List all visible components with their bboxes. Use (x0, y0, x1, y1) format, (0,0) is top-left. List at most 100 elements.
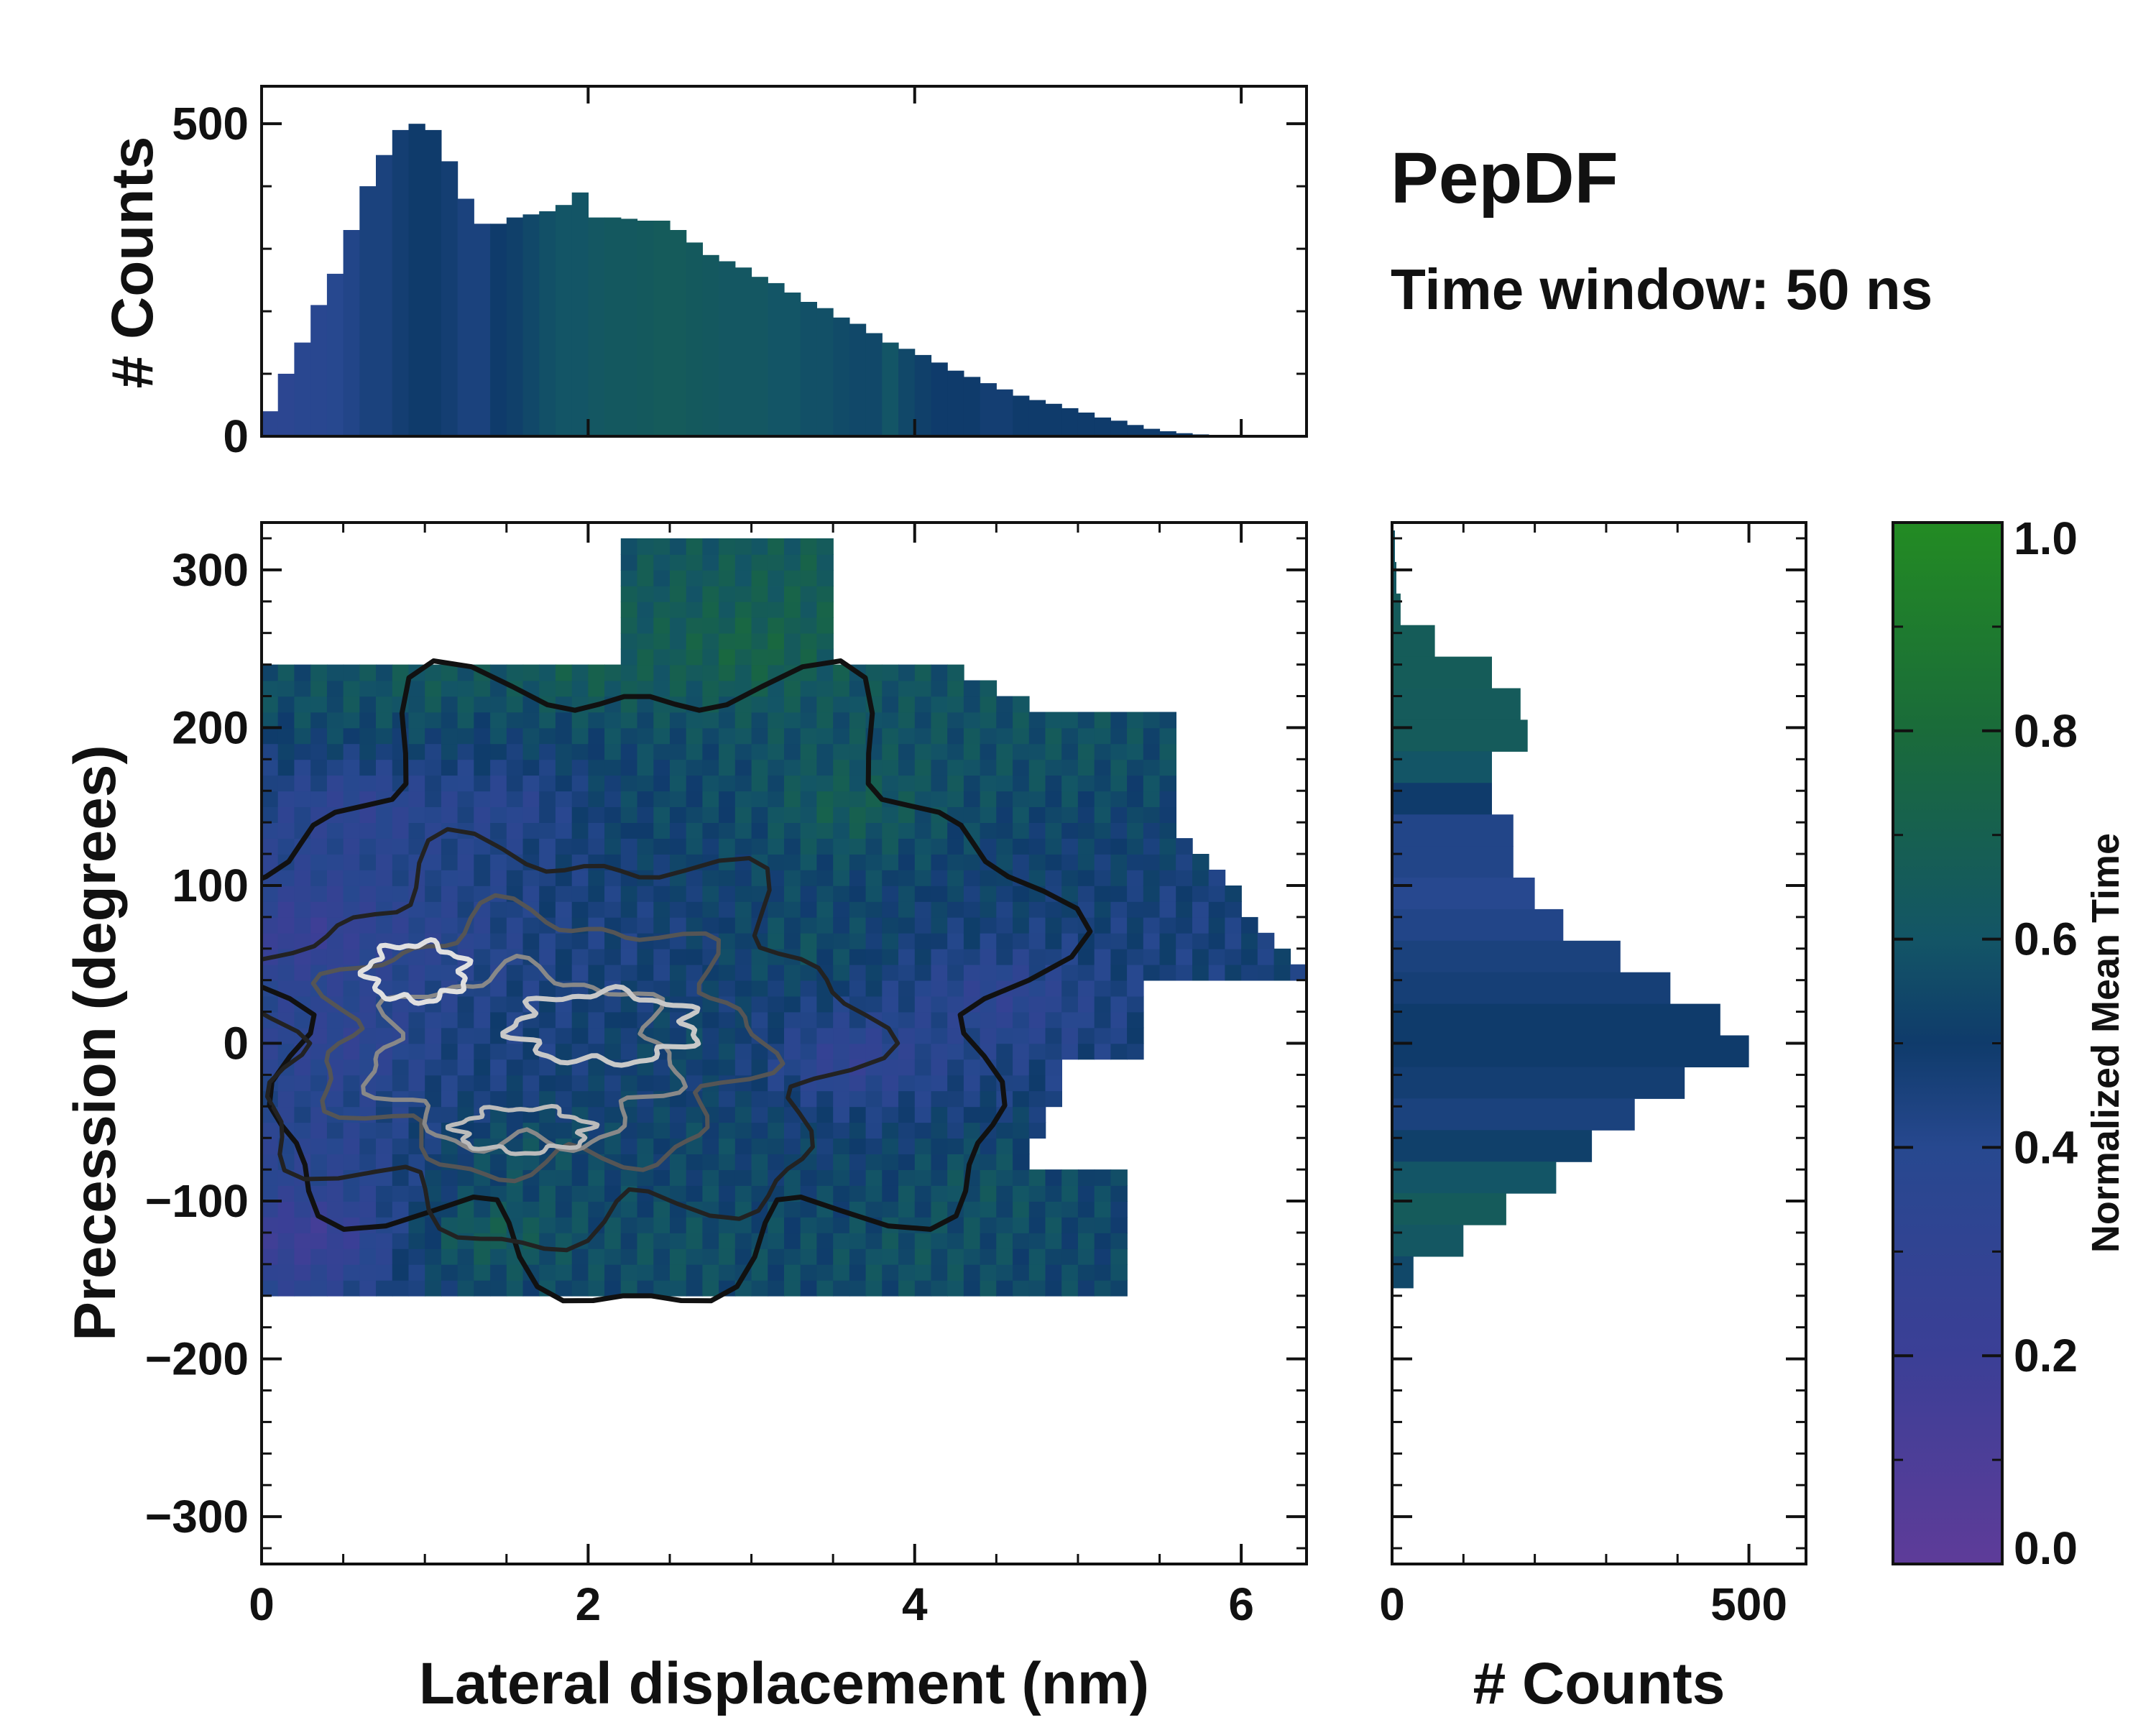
heatmap-cell-313 (376, 759, 393, 776)
heatmap-cell-2156 (1110, 854, 1128, 870)
heatmap-cell-2165 (1110, 712, 1128, 729)
heatmap-cell-1935 (996, 759, 1013, 776)
heatmap-cell-964 (637, 712, 654, 729)
heatmap-cell-681 (539, 1264, 556, 1281)
heatmap-cell-1791 (947, 1169, 964, 1186)
heatmap-cell-2140 (1110, 1217, 1128, 1233)
heatmap-cell-1974 (1013, 743, 1030, 760)
heatmap-cell-2031 (1045, 932, 1062, 949)
heatmap-cell-1815 (947, 791, 964, 807)
heatmap-cell-1945 (1013, 1201, 1030, 1218)
main-xlabel: Lateral displacement (nm) (419, 1651, 1149, 1716)
heatmap-cell-1213 (719, 569, 736, 586)
main-xtick-label: 4 (902, 1578, 928, 1630)
heatmap-cell-1016 (653, 648, 671, 666)
heatmap-cell-213 (343, 1075, 361, 1092)
heatmap-cell-1552 (849, 1154, 867, 1170)
heatmap-cell-619 (506, 980, 524, 997)
heatmap-cell-1850 (963, 870, 981, 886)
heatmap-cell-1292 (751, 838, 769, 855)
heatmap-cell-1499 (816, 601, 834, 618)
heatmap-cell-1818 (947, 743, 964, 760)
heatmap-cell-281 (376, 1264, 393, 1281)
heatmap-cell-2234 (1192, 916, 1210, 934)
heatmap-cell-916 (620, 712, 638, 729)
heatmap-cell-63 (277, 916, 295, 934)
heatmap-cell-1218 (734, 1248, 752, 1265)
heatmap-cell-1100 (686, 838, 704, 855)
heatmap-cell-233 (343, 759, 361, 776)
top-hist-bar (833, 317, 850, 436)
heatmap-cell-1546 (849, 1248, 867, 1265)
heatmap-cell-2173 (1127, 932, 1144, 949)
heatmap-cell-2007 (1028, 791, 1046, 807)
heatmap-cell-690 (539, 1122, 556, 1139)
heatmap-cell-1057 (670, 759, 687, 776)
heatmap-cell-2040 (1045, 791, 1062, 807)
heatmap-cell-1662 (882, 680, 899, 697)
heatmap-cell-836 (588, 712, 605, 729)
heatmap-cell-1493 (816, 696, 834, 713)
cb-tick-label: 0.4 (2014, 1121, 2078, 1173)
heatmap-cell-1682 (898, 995, 916, 1013)
heatmap-cell-1555 (849, 1106, 867, 1123)
heatmap-cell-1478 (816, 932, 834, 949)
heatmap-cell-202 (343, 1248, 361, 1265)
heatmap-cell-1823 (947, 664, 964, 681)
top-hist-bar (849, 323, 867, 436)
heatmap-cell-781 (571, 948, 589, 965)
heatmap-cell-1943 (1013, 1233, 1030, 1249)
heatmap-cell-1805 (947, 948, 964, 965)
heatmap-cell-997 (653, 948, 671, 965)
heatmap-cell-1551 (849, 1169, 867, 1186)
heatmap-cell-1862 (963, 680, 981, 697)
heatmap-cell-596 (490, 712, 507, 729)
heatmap-cell-880 (620, 1279, 638, 1297)
heatmap-cell-1343 (768, 791, 785, 807)
heatmap-cell-1783 (931, 664, 948, 681)
heatmap-cell-41 (277, 1264, 295, 1281)
heatmap-cell-691 (539, 1106, 556, 1123)
heatmap-cell-1004 (653, 838, 671, 855)
cb-tick-label: 0.0 (2014, 1522, 2078, 1574)
heatmap-cell-1759 (931, 1043, 948, 1060)
heatmap-cell-1593 (865, 1138, 883, 1154)
heatmap-cell-1334 (768, 932, 785, 949)
heatmap-cell-293 (376, 1075, 393, 1092)
heatmap-cell-2013 (1045, 1279, 1062, 1297)
heatmap-cell-2026 (1045, 1011, 1062, 1029)
heatmap-cell-2052 (1061, 1185, 1079, 1202)
heatmap-cell-51 (277, 1106, 295, 1123)
heatmap-cell-2177 (1127, 870, 1144, 886)
heatmap-cell-1069 (670, 569, 687, 586)
heatmap-cell-2216 (1159, 791, 1176, 807)
heatmap-cell-648 (522, 1154, 540, 1170)
right-xtick-label: 500 (1710, 1578, 1787, 1630)
heatmap-cell-1017 (653, 632, 671, 650)
heatmap-cell-1462 (816, 1185, 834, 1202)
heatmap-cell-583 (490, 916, 507, 934)
heatmap-cell-1170 (719, 1248, 736, 1265)
heatmap-cell-1508 (833, 1217, 850, 1233)
heatmap-cell-2078 (1077, 1248, 1095, 1265)
heatmap-cell-915 (620, 727, 638, 745)
heatmap-cell-1941 (1013, 1264, 1030, 1281)
heatmap-cell-2086 (1077, 1011, 1095, 1029)
heatmap-cell-2222 (1176, 964, 1193, 981)
heatmap-cell-300 (376, 964, 393, 981)
heatmap-cell-1262 (734, 553, 752, 571)
heatmap-cell-723 (555, 1233, 573, 1249)
top-hist-bar (392, 129, 410, 436)
heatmap-cell-1957 (1013, 1011, 1030, 1029)
heatmap-cell-1021 (653, 569, 671, 586)
heatmap-cell-795 (571, 727, 589, 745)
heatmap-cell-716 (539, 712, 556, 729)
top-hist-bar (620, 218, 638, 436)
heatmap-cell-1507 (833, 1233, 850, 1249)
heatmap-cell-243 (359, 1233, 377, 1249)
heatmap-cell-2016 (1045, 1233, 1062, 1249)
heatmap-cell-913 (620, 759, 638, 776)
heatmap-cell-838 (588, 680, 605, 697)
heatmap-cell-64 (277, 901, 295, 918)
